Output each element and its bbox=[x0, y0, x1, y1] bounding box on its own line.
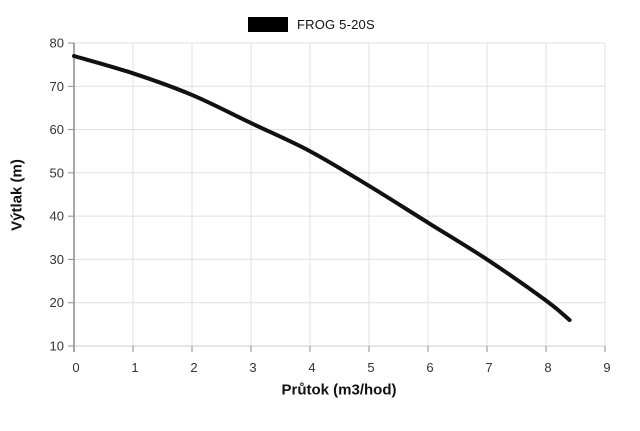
y-tick-label: 40 bbox=[50, 209, 64, 224]
y-axis-title: Výtlak (m) bbox=[8, 159, 26, 231]
pump-curve-FROG 5-20S bbox=[72, 53, 572, 323]
x-tick-label: 0 bbox=[72, 360, 79, 375]
x-tick-label: 1 bbox=[131, 360, 138, 375]
y-tick-label: 20 bbox=[50, 295, 64, 310]
y-tick-label: 70 bbox=[50, 79, 64, 94]
y-tick-label: 10 bbox=[50, 339, 64, 354]
y-tick-label: 80 bbox=[50, 36, 64, 51]
x-tick-label: 8 bbox=[544, 360, 551, 375]
x-tick-label: 4 bbox=[308, 360, 315, 375]
x-tick-label: 3 bbox=[249, 360, 256, 375]
y-tick-label: 60 bbox=[50, 122, 64, 137]
chart-legend: FROG 5-20S bbox=[248, 17, 375, 32]
x-tick-label: 7 bbox=[485, 360, 492, 375]
legend-label: FROG 5-20S bbox=[297, 17, 375, 32]
x-tick-label: 6 bbox=[426, 360, 433, 375]
x-tick-label: 2 bbox=[190, 360, 197, 375]
x-tick-label: 5 bbox=[367, 360, 374, 375]
legend-swatch bbox=[248, 17, 288, 32]
legend-item-frog-5-20s[interactable]: FROG 5-20S bbox=[248, 17, 375, 32]
y-tick-label: 30 bbox=[50, 252, 64, 267]
x-tick-label: 9 bbox=[603, 360, 610, 375]
x-axis-title: Průtok (m3/hod) bbox=[281, 381, 397, 399]
y-tick-label: 50 bbox=[50, 165, 64, 180]
